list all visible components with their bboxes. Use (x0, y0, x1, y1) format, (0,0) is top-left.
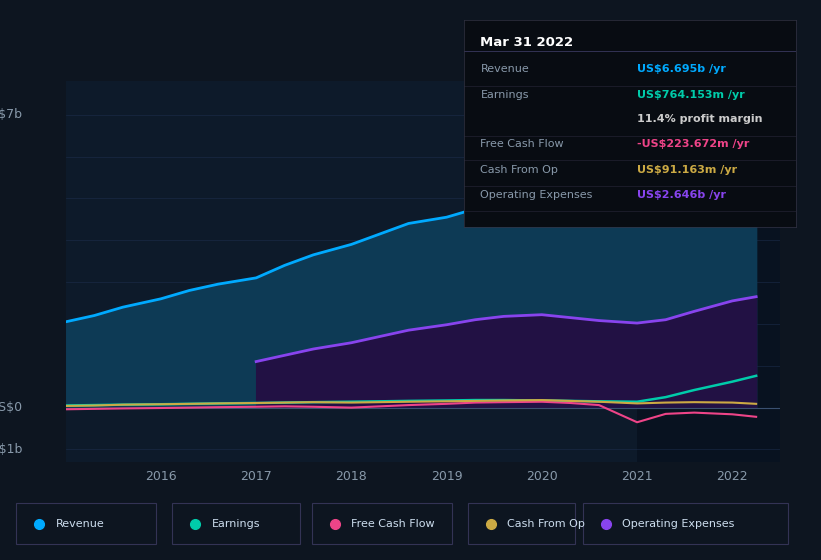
Text: Revenue: Revenue (480, 64, 530, 74)
Text: Earnings: Earnings (212, 519, 260, 529)
Text: US$0: US$0 (0, 401, 23, 414)
Text: Free Cash Flow: Free Cash Flow (480, 139, 564, 149)
Text: Operating Expenses: Operating Expenses (480, 190, 593, 200)
Text: Operating Expenses: Operating Expenses (622, 519, 735, 529)
Text: US$6.695b /yr: US$6.695b /yr (637, 64, 726, 74)
Text: US$764.153m /yr: US$764.153m /yr (637, 90, 745, 100)
Text: 11.4% profit margin: 11.4% profit margin (637, 114, 762, 124)
Text: Mar 31 2022: Mar 31 2022 (480, 36, 574, 49)
Text: Revenue: Revenue (56, 519, 104, 529)
Text: Cash From Op: Cash From Op (480, 165, 558, 175)
Text: Cash From Op: Cash From Op (507, 519, 585, 529)
Text: Earnings: Earnings (480, 90, 529, 100)
Text: -US$1b: -US$1b (0, 443, 23, 456)
Text: -US$223.672m /yr: -US$223.672m /yr (637, 139, 749, 149)
Text: Free Cash Flow: Free Cash Flow (351, 519, 435, 529)
Bar (637, 81, 780, 462)
Text: US$7b: US$7b (0, 108, 23, 121)
Text: US$2.646b /yr: US$2.646b /yr (637, 190, 726, 200)
Text: US$91.163m /yr: US$91.163m /yr (637, 165, 737, 175)
